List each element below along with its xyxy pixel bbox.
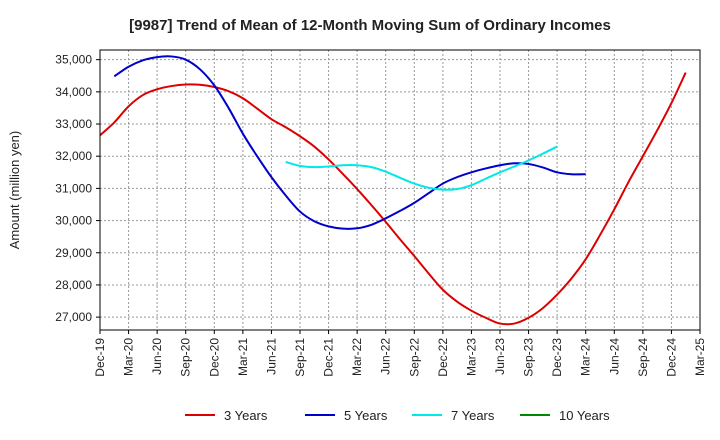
plot-frame	[99, 49, 701, 331]
x-tick-label: Dec-23	[550, 338, 564, 377]
x-tick-label: Mar-23	[464, 338, 478, 376]
x-tick-label: Jun-21	[264, 338, 278, 375]
x-tick-label: Dec-20	[207, 338, 221, 377]
x-tick-label: Dec-21	[322, 338, 336, 377]
legend-label: 7 Years	[451, 408, 495, 423]
x-tick-label: Dec-19	[93, 338, 107, 377]
series-line-7-years	[285, 145, 558, 191]
y-tick-label: 32,000	[55, 149, 92, 163]
x-tick-label: Mar-20	[122, 338, 136, 376]
series-line-5-years	[113, 55, 586, 230]
x-tick-label: Sep-22	[407, 338, 421, 377]
y-tick-label: 34,000	[55, 85, 92, 99]
y-tick-label: 27,000	[55, 310, 92, 324]
legend-label: 3 Years	[224, 408, 268, 423]
y-tick-label: 33,000	[55, 117, 92, 131]
x-tick-label: Mar-21	[236, 338, 250, 376]
x-tick-label: Sep-24	[636, 338, 650, 377]
x-tick-label: Sep-20	[179, 338, 193, 377]
x-tick-label: Jun-22	[379, 338, 393, 375]
x-tick-label: Sep-21	[293, 338, 307, 377]
legend-label: 10 Years	[559, 408, 610, 423]
y-axis-label: Amount (million yen)	[7, 131, 22, 250]
legend: 3 Years 5 Years 7 Years 10 Years	[185, 408, 610, 423]
x-tick-label: Mar-22	[350, 338, 364, 376]
y-axis: 27,000 28,000 29,000 30,000 31,000 32,000 33,0…	[55, 53, 100, 324]
y-tick-label: 30,000	[55, 214, 92, 228]
x-tick-label: Jun-24	[607, 338, 621, 375]
x-tick-label: Mar-24	[579, 338, 593, 376]
y-tick-label: 29,000	[55, 246, 92, 260]
x-tick-label: Jun-20	[150, 338, 164, 375]
x-tick-label: Dec-22	[436, 338, 450, 377]
y-tick-label: 35,000	[55, 53, 92, 67]
x-tick-label: Sep-23	[522, 338, 536, 377]
series-line-3-years	[99, 72, 687, 326]
x-tick-label: Dec-24	[664, 338, 678, 377]
x-tick-label: Mar-25	[693, 338, 707, 376]
x-tick-label: Jun-23	[493, 338, 507, 375]
y-tick-label: 31,000	[55, 181, 92, 195]
chart-title: [9987] Trend of Mean of 12-Month Moving …	[129, 17, 611, 34]
legend-label: 5 Years	[344, 408, 388, 423]
y-tick-label: 28,000	[55, 278, 92, 292]
grid	[100, 50, 700, 330]
x-axis: Dec-19 Mar-20 Jun-20 Sep-20 Dec-20 Mar-21 Jun-…	[93, 330, 707, 377]
series-lines	[99, 55, 687, 326]
